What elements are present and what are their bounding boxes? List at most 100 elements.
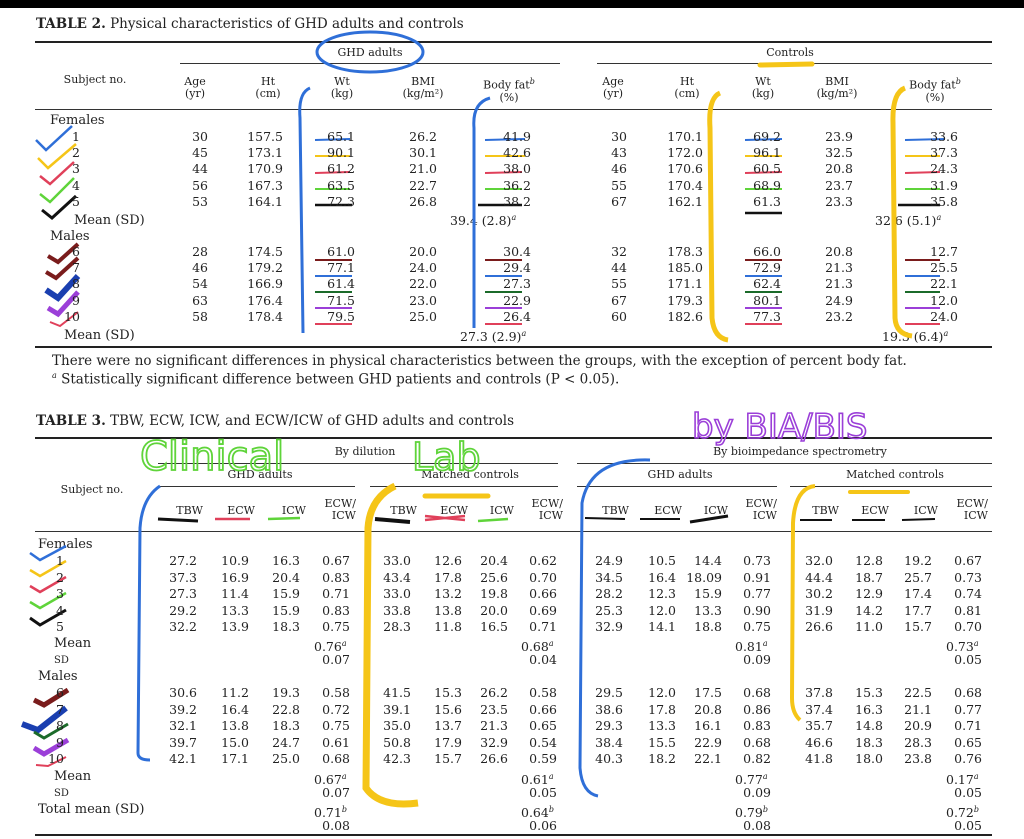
table-cell: 26.2: [480, 685, 508, 700]
stat-cell: 0.08: [743, 818, 771, 833]
table-cell: 22.9: [694, 734, 722, 750]
table-cell: 18.09: [686, 569, 722, 585]
column-header: Body fatb (%): [909, 77, 961, 104]
table-cell: 0.70: [529, 569, 557, 585]
table-cell: 176.4: [247, 292, 283, 308]
table-cell: 0.65: [954, 734, 982, 750]
rule: [35, 834, 992, 836]
stat-cell: 0.76a: [314, 639, 347, 655]
table-cell: 170.4: [667, 177, 703, 193]
table-cell: 77.1: [327, 260, 355, 276]
table-cell: 12.0: [930, 292, 958, 308]
table-cell: 179.2: [247, 260, 283, 276]
table-cell: 22.1: [930, 276, 958, 292]
table-cell: 16.9: [221, 569, 249, 585]
table-cell: 55: [611, 177, 627, 193]
table-cell: 173.1: [247, 145, 283, 161]
column-header: Age (yr): [602, 75, 624, 100]
table-cell: 39.1: [383, 701, 411, 717]
table-cell: 0.67: [954, 553, 982, 568]
table-cell: 58: [192, 308, 208, 324]
table-cell: 0.90: [743, 602, 771, 618]
stat-cell: 0.77a: [735, 772, 768, 788]
table-cell: 20.4: [272, 569, 300, 585]
subject-number: 5: [56, 619, 64, 634]
handwritten-bia-bis: by BIA/BIS: [692, 407, 868, 447]
table-cell: 20.8: [825, 161, 853, 177]
matched-header-bis: Matched controls: [846, 468, 944, 481]
table-cell: 13.3: [221, 602, 249, 618]
table2-caption: TABLE 2. Physical characteristics of GHD…: [36, 16, 464, 32]
subject-number: 7: [56, 701, 64, 717]
table-cell: 63.5: [327, 177, 355, 193]
table-cell: 33.6: [930, 129, 958, 144]
table-cell: 0.75: [322, 718, 350, 733]
table-cell: 20.9: [904, 718, 932, 733]
table-cell: 164.1: [247, 193, 283, 209]
controls-underline-mark: [757, 61, 815, 68]
table-cell: 37.4: [805, 701, 833, 717]
table-cell: 12.8: [855, 553, 883, 568]
column-header: Age (yr): [184, 75, 206, 100]
column-header: ICW: [703, 504, 728, 517]
table-cell: 22.8: [272, 701, 300, 717]
table-cell: 0.59: [529, 751, 557, 766]
table-cell: 23.5: [480, 701, 508, 717]
table-cell: 0.73: [743, 553, 771, 568]
table-cell: 13.9: [221, 619, 249, 634]
stat-cell: 0.73a: [946, 639, 979, 655]
female-mean-ctrl: 32.6 (5.1)a: [875, 213, 942, 229]
table-cell: 38.4: [595, 734, 623, 750]
table-cell: 17.1: [221, 751, 249, 766]
rule: [35, 41, 992, 43]
table-cell: 25.6: [480, 569, 508, 585]
table-cell: 167.3: [247, 177, 283, 193]
table-cell: 22.0: [409, 276, 437, 292]
male-mean-ghd: 27.3 (2.9)a: [460, 329, 527, 345]
table-cell: 43.4: [383, 569, 411, 585]
table-cell: 26.2: [409, 129, 437, 144]
subject-number: 10: [64, 308, 80, 324]
table-cell: 24.7: [272, 734, 300, 750]
table-cell: 0.71: [322, 586, 350, 601]
table-cell: 28: [192, 244, 208, 259]
table-cell: 41.5: [383, 685, 411, 700]
table-cell: 23.8: [904, 751, 932, 766]
group-controls-header: Controls: [766, 46, 814, 59]
table-cell: 13.3: [648, 718, 676, 733]
table-cell: 39.7: [169, 734, 197, 750]
table-cell: 21.3: [825, 260, 853, 276]
rule: [370, 486, 558, 487]
table-cell: 18.0: [855, 751, 883, 766]
table3-title: TBW, ECW, ICW, and ECW/ICW of GHD adults…: [110, 413, 515, 429]
table-cell: 182.6: [667, 308, 703, 324]
table-cell: 0.72: [322, 701, 350, 717]
table-cell: 0.66: [529, 701, 557, 717]
table-cell: 15.7: [904, 619, 932, 634]
table-cell: 0.65: [529, 718, 557, 733]
stat-cell: 0.09: [743, 652, 771, 667]
table-cell: 31.9: [930, 177, 958, 193]
table-cell: 79.5: [327, 308, 355, 324]
table-cell: 170.9: [247, 161, 283, 177]
table-cell: 17.4: [904, 586, 932, 601]
column-header: BMI (kg/m²): [402, 75, 444, 100]
table-cell: 0.68: [743, 685, 771, 700]
stat-cell: 0.05: [954, 818, 982, 833]
table-cell: 0.70: [954, 619, 982, 634]
table-cell: 15.5: [648, 734, 676, 750]
table-cell: 17.8: [648, 701, 676, 717]
ghd-header-dilution: GHD adults: [227, 468, 293, 481]
subject-number: 3: [72, 161, 80, 177]
table-cell: 32.1: [169, 718, 197, 733]
table-cell: 35.7: [805, 718, 833, 733]
stat-cell: 0.71b: [314, 805, 347, 821]
table-cell: 44: [192, 161, 208, 177]
column-header: ICW: [281, 504, 306, 517]
subject-number: 8: [72, 276, 80, 292]
table-cell: 26.6: [805, 619, 833, 634]
table-cell: 33.8: [383, 602, 411, 618]
rule: [180, 63, 560, 64]
table-cell: 23.2: [825, 308, 853, 324]
table-cell: 29.3: [595, 718, 623, 733]
